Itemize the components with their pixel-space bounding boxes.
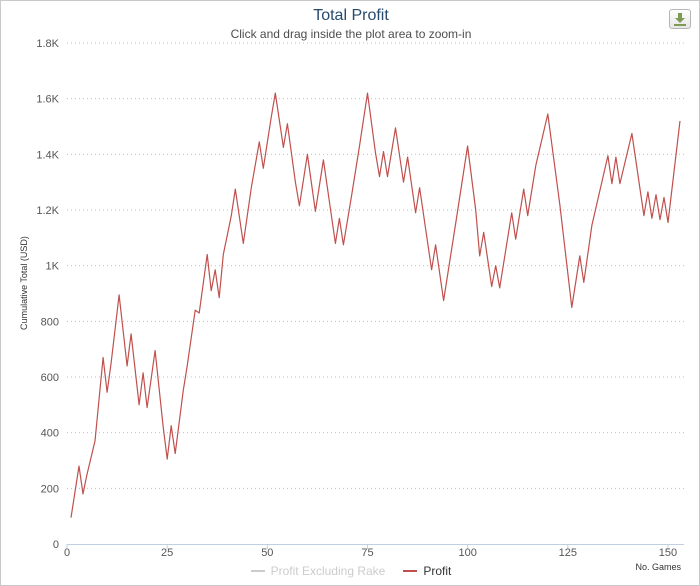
x-tick-label: 0	[64, 547, 70, 559]
y-axis-title: Cumulative Total (USD)	[19, 236, 29, 330]
legend-swatch-profit-excluding-rake	[250, 570, 265, 572]
y-tick-label: 200	[41, 483, 59, 495]
y-axis-ticks: 0 200 400 600 800 1K 1.2K 1.4K 1.6K 1.8K	[36, 38, 59, 551]
x-tick-label: 100	[458, 547, 476, 559]
legend-item-profit-excluding-rake[interactable]: Profit Excluding Rake	[250, 564, 386, 578]
legend-swatch-profit	[403, 570, 418, 572]
chart-title: Total Profit	[313, 7, 389, 24]
y-tick-label: 600	[41, 372, 59, 384]
legend: Profit Excluding Rake Profit	[1, 564, 700, 578]
x-axis-title: No. Games	[635, 562, 681, 572]
x-tick-label: 25	[161, 547, 173, 559]
legend-label-profit-excluding-rake: Profit Excluding Rake	[270, 564, 386, 578]
y-tick-label: 1K	[46, 261, 60, 273]
x-tick-label: 75	[361, 547, 373, 559]
x-tick-label: 50	[261, 547, 273, 559]
x-tick-label: 125	[559, 547, 577, 559]
y-tick-label: 400	[41, 428, 59, 440]
x-tick-label: 150	[659, 547, 677, 559]
y-tick-label: 0	[53, 539, 59, 551]
chart-subtitle: Click and drag inside the plot area to z…	[230, 27, 472, 41]
export-button[interactable]	[669, 9, 691, 29]
y-tick-label: 1.6K	[36, 94, 59, 106]
legend-label-profit: Profit	[423, 564, 452, 578]
series-line-profit	[70, 92, 681, 518]
y-tick-label: 1.8K	[36, 38, 59, 50]
download-icon	[674, 13, 686, 26]
grid-lines	[67, 42, 684, 489]
x-axis-ticks: 0 25 50 75 100 125 150	[64, 544, 677, 559]
legend-item-profit[interactable]: Profit	[403, 564, 451, 578]
y-tick-label: 800	[41, 316, 59, 328]
y-tick-label: 1.4K	[36, 149, 59, 161]
y-tick-label: 1.2K	[36, 205, 59, 217]
series-layer	[70, 92, 681, 518]
